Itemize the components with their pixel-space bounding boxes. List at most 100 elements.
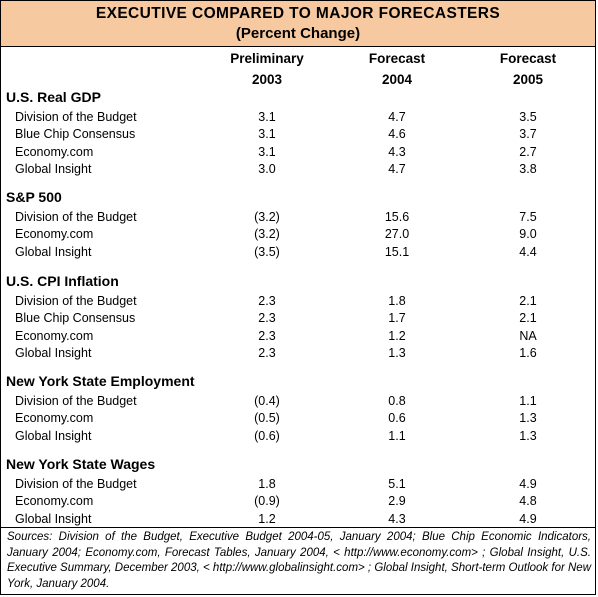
row-value: 1.3 [388,345,406,360]
row-value: 1.1 [519,394,537,408]
row-label: Division of the Budget [15,210,137,224]
row-label: Division of the Budget [15,294,137,308]
row-value: 2.1 [519,294,537,308]
table-row: Economy.com (3.2) 27.0 9.0 [1,227,595,244]
row-label: Economy.com [15,328,94,343]
column-header-line1: Forecast [368,51,426,66]
page-subtitle: (Percent Change) [235,25,361,42]
row-value: 3.1 [258,127,276,142]
row-value: 1.6 [519,345,537,360]
table-row: Economy.com 3.1 4.3 2.7 [1,145,595,162]
row-value: 3.7 [519,127,537,142]
row-value: 1.8 [388,294,406,308]
table-row: Blue Chip Consensus 2.3 1.7 2.1 [1,311,595,328]
row-value: (0.5) [254,411,280,426]
row-label: Global Insight [15,345,92,360]
row-value: 3.5 [519,110,537,124]
row-value: (3.5) [254,244,280,259]
row-value: 4.7 [388,161,406,176]
divider [1,527,595,528]
sources-note: Sources: Division of the Budget, Executi… [7,531,591,590]
row-value: 27.0 [384,227,410,242]
table-row: Global Insight 3.0 4.7 3.8 [1,162,595,179]
row-value: 4.6 [388,127,406,142]
row-value: 1.2 [388,328,406,343]
column-header-line2: 2003 [251,72,283,87]
column-header-line2: 2004 [381,72,413,87]
row-value: (0.4) [254,394,280,408]
row-value: (0.9) [254,494,280,509]
row-value: NA [519,328,537,343]
row-value: 1.7 [388,311,406,326]
column-header-line2: 2005 [512,72,544,87]
page-title: EXECUTIVE COMPARED TO MAJOR FORECASTERS [95,5,501,22]
row-value: 4.8 [519,494,537,509]
section-title: U.S. CPI Inflation [6,273,119,289]
section-title: S&P 500 [6,189,62,205]
table-row: Global Insight 2.3 1.3 1.6 [1,346,595,363]
row-value: 4.7 [388,110,406,124]
row-value: 3.1 [258,144,276,159]
row-label: Economy.com [15,144,94,159]
row-value: 0.8 [388,394,406,408]
row-label: Division of the Budget [15,394,137,408]
row-label: Division of the Budget [15,110,137,124]
row-value: 4.9 [519,511,537,526]
row-value: 2.3 [258,328,276,343]
row-value: 7.5 [519,210,537,224]
row-value: 4.9 [519,477,537,491]
table-row: Global Insight (3.5) 15.1 4.4 [1,245,595,262]
row-value: (0.6) [254,428,280,443]
row-label: Global Insight [15,244,92,259]
row-value: 15.6 [384,210,410,224]
table-row: Division of the Budget (3.2) 15.6 7.5 [1,210,595,227]
row-label: Global Insight [15,161,92,176]
row-value: 0.6 [388,411,406,426]
row-label: Blue Chip Consensus [15,127,136,142]
row-label: Blue Chip Consensus [15,311,136,326]
row-value: 2.3 [258,345,276,360]
table-row: Economy.com (0.5) 0.6 1.3 [1,411,595,428]
table-row: Global Insight (0.6) 1.1 1.3 [1,429,595,446]
column-header-line1: Forecast [499,51,557,66]
row-value: 1.2 [258,511,276,526]
row-value: (3.2) [254,210,280,224]
table-row: Economy.com 2.3 1.2 NA [1,329,595,346]
column-header-line1: Preliminary [230,51,304,66]
row-value: 3.0 [258,161,276,176]
table-row: Division of the Budget 1.8 5.1 4.9 [1,477,595,494]
row-label: Global Insight [15,428,92,443]
row-value: 5.1 [388,477,406,491]
row-label: Economy.com [15,227,94,242]
row-value: 4.4 [519,244,537,259]
row-value: 4.3 [388,144,406,159]
row-value: 2.1 [519,311,537,326]
row-value: 1.3 [519,428,537,443]
table-row: Economy.com (0.9) 2.9 4.8 [1,494,595,511]
row-value: 3.1 [258,110,276,124]
table-row: Division of the Budget 2.3 1.8 2.1 [1,294,595,311]
row-label: Division of the Budget [15,477,137,491]
section-title: U.S. Real GDP [6,89,101,105]
row-value: 1.3 [519,411,537,426]
table-row: Division of the Budget 3.1 4.7 3.5 [1,110,595,127]
row-value: 2.9 [388,494,406,509]
row-label: Economy.com [15,494,94,509]
row-label: Economy.com [15,411,94,426]
row-value: 4.3 [388,511,406,526]
row-value: 1.8 [258,477,276,491]
row-label: Global Insight [15,511,92,526]
row-value: 15.1 [384,244,410,259]
section-title: New York State Wages [6,456,156,472]
row-value: 1.1 [388,428,406,443]
table-row: Division of the Budget (0.4) 0.8 1.1 [1,394,595,411]
row-value: 2.3 [258,311,276,326]
row-value: (3.2) [254,227,280,242]
table-row: Blue Chip Consensus 3.1 4.6 3.7 [1,127,595,144]
row-value: 9.0 [519,227,537,242]
table-row: Global Insight 1.2 4.3 4.9 [1,512,595,529]
row-value: 2.3 [258,294,276,308]
row-value: 2.7 [519,144,537,159]
table-header: EXECUTIVE COMPARED TO MAJOR FORECASTERS … [1,1,595,47]
